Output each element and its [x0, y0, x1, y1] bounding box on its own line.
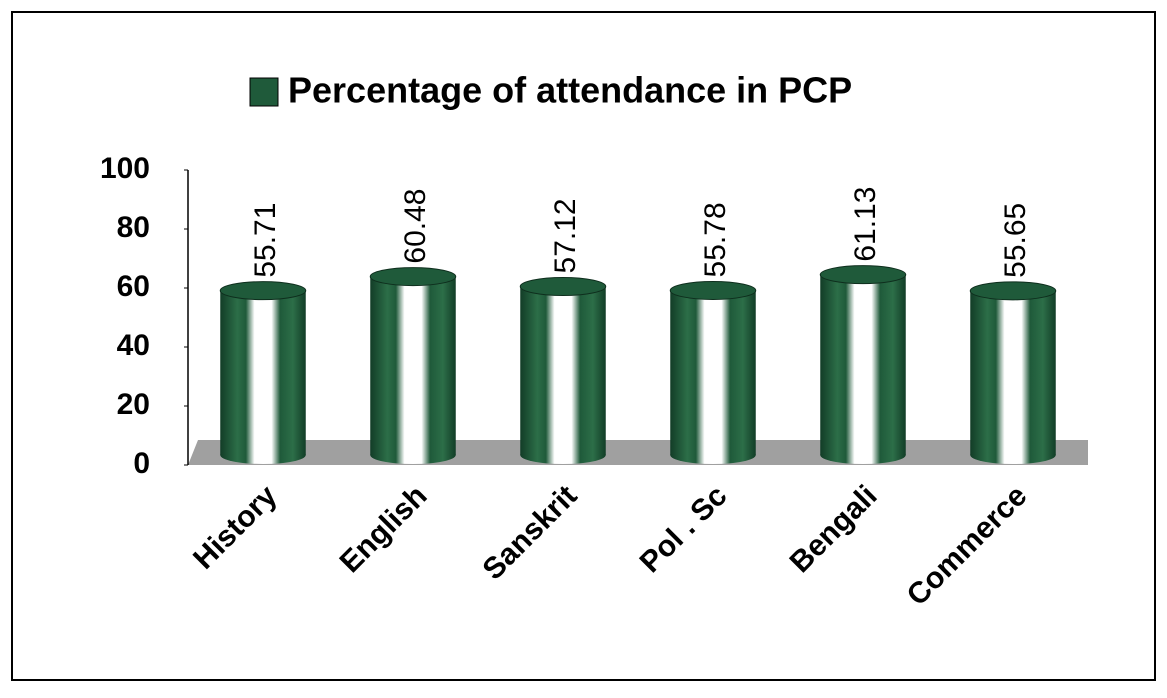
value-label: 55.78 [699, 202, 732, 277]
value-label: 61.13 [849, 187, 882, 262]
value-label: 60.48 [399, 189, 432, 264]
y-tick-label: 60 [117, 270, 150, 303]
bar [670, 290, 756, 455]
bar [820, 274, 906, 455]
bar [970, 290, 1056, 455]
value-label: 55.71 [249, 203, 282, 278]
bar-top [969, 281, 1057, 301]
bar-base [670, 446, 756, 464]
y-tick-label: 80 [117, 211, 150, 244]
bar-base [520, 446, 606, 464]
legend-label: Percentage of attendance in PCP [288, 70, 852, 111]
bar [220, 290, 306, 455]
floor [188, 440, 1088, 465]
legend-marker [249, 77, 279, 107]
y-tick-label: 100 [100, 152, 150, 185]
bar-base [220, 446, 306, 464]
bar-top [819, 265, 907, 285]
value-label: 55.65 [999, 203, 1032, 278]
bar-base [370, 446, 456, 464]
bar-top [519, 276, 607, 296]
bar [520, 286, 606, 455]
bar-base [820, 446, 906, 464]
bar [370, 276, 456, 455]
bar-top [669, 280, 757, 300]
value-label: 57.12 [549, 198, 582, 273]
bar-top [219, 281, 307, 301]
bar-base [970, 446, 1056, 464]
y-tick-label: 40 [117, 329, 150, 362]
y-tick-label: 20 [117, 388, 150, 421]
y-tick-label: 0 [133, 447, 150, 480]
bar-top [369, 267, 457, 287]
